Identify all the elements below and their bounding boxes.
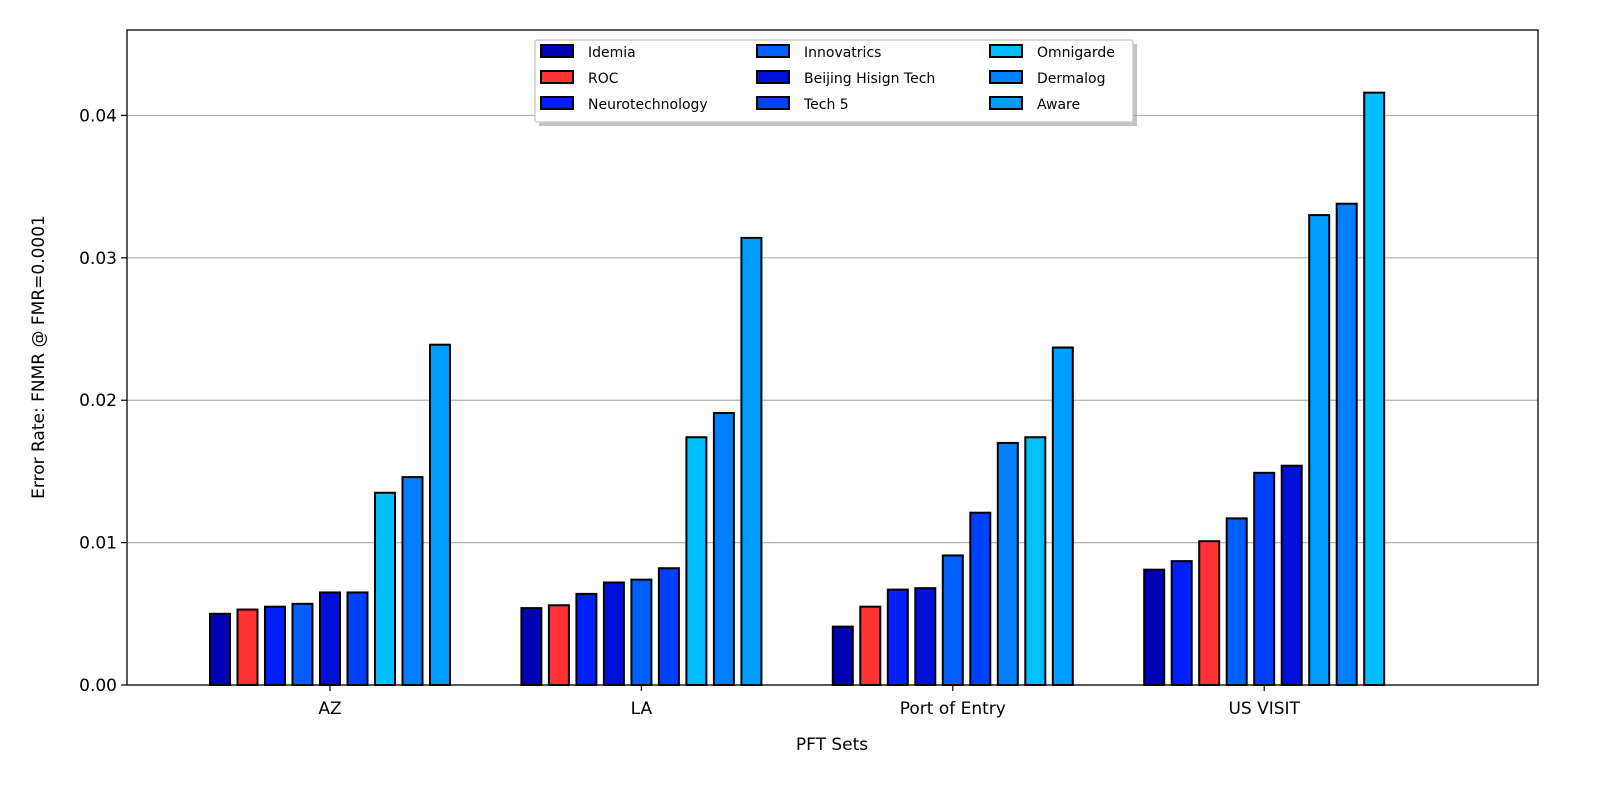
bar-port-of-entry-dermalog xyxy=(996,441,1019,686)
bar-la-tech-5 xyxy=(657,567,680,687)
bar-port-of-entry-idemia xyxy=(831,625,854,687)
legend-label: Idemia xyxy=(588,45,636,61)
bar-us-visit-innovatrics xyxy=(1225,517,1248,686)
legend-label: Innovatrics xyxy=(804,45,881,61)
bar-az-idemia xyxy=(209,612,231,686)
bar-az-innovatrics xyxy=(291,602,314,687)
bar-az-omnigarde xyxy=(374,491,396,686)
y-tick-label: 0.00 xyxy=(79,676,117,696)
y-tick-label: 0.02 xyxy=(79,391,117,411)
bar-us-visit-beijing-hisign-tech xyxy=(1280,464,1303,686)
bar-port-of-entry-tech-5 xyxy=(969,511,992,687)
legend-swatch xyxy=(989,44,1023,58)
bar-us-visit-omnigarde xyxy=(1363,91,1386,687)
bar-az-tech-5 xyxy=(346,591,369,687)
legend-label: Tech 5 xyxy=(803,97,849,113)
legend-swatch xyxy=(756,44,790,58)
y-tick-label: 0.04 xyxy=(79,106,117,126)
legend-swatch xyxy=(540,44,574,58)
bar-la-omnigarde xyxy=(685,436,708,686)
legend-label: ROC xyxy=(588,71,619,87)
legend-swatch xyxy=(989,70,1023,84)
legend-label: Beijing Hisign Tech xyxy=(804,71,935,87)
bar-la-innovatrics xyxy=(630,578,653,686)
y-tick-label: 0.03 xyxy=(79,249,117,269)
bar-az-aware xyxy=(429,343,451,686)
legend-swatch xyxy=(989,96,1023,110)
x-tick-label: AZ xyxy=(318,699,341,719)
legend-label: Neurotechnology xyxy=(588,97,708,113)
legend-box xyxy=(534,39,1134,123)
bars xyxy=(209,91,1386,687)
y-tick-label: 0.01 xyxy=(79,534,117,554)
bar-la-idemia xyxy=(520,607,543,687)
bar-la-dermalog xyxy=(712,412,735,686)
x-axis: AZ LA Port of Entry US VISIT xyxy=(318,685,1301,719)
legend-swatch xyxy=(540,96,574,110)
bar-az-dermalog xyxy=(401,476,424,687)
y-axis: 0.00 0.01 0.02 0.03 0.04 xyxy=(79,106,127,696)
bar-az-roc xyxy=(236,608,259,686)
bar-port-of-entry-neurotechnology xyxy=(886,588,909,687)
x-tick-label: Port of Entry xyxy=(900,699,1006,719)
legend-swatch xyxy=(540,70,574,84)
bar-us-visit-neurotechnology xyxy=(1170,560,1193,686)
x-axis-label: PFT Sets xyxy=(796,735,868,755)
bar-port-of-entry-innovatrics xyxy=(941,554,964,686)
plot-frame xyxy=(126,29,1539,686)
bar-us-visit-dermalog xyxy=(1335,202,1358,687)
bar-az-neurotechnology xyxy=(264,605,286,686)
bar-us-visit-roc xyxy=(1198,540,1221,686)
bar-us-visit-aware xyxy=(1308,214,1331,686)
x-tick-label: US VISIT xyxy=(1228,699,1300,719)
bar-port-of-entry-roc xyxy=(859,605,882,686)
x-tick-label: LA xyxy=(631,699,653,719)
legend-label: Omnigarde xyxy=(1037,45,1115,61)
bar-port-of-entry-omnigarde xyxy=(1024,436,1047,686)
bar-us-visit-idemia xyxy=(1143,568,1166,686)
bar-la-roc xyxy=(547,604,570,686)
legend-label: Dermalog xyxy=(1037,71,1105,87)
bar-us-visit-tech-5 xyxy=(1253,471,1276,686)
legend-swatch xyxy=(756,70,790,84)
bar-la-beijing-hisign-tech xyxy=(602,581,625,687)
y-axis-label: Error Rate: FNMR @ FMR=0.0001 xyxy=(29,215,49,499)
bar-az-beijing-hisign-tech xyxy=(319,591,341,687)
legend: Idemia ROC Neurotechnology Innovatrics Beiji… xyxy=(534,39,1137,126)
bar-port-of-entry-aware xyxy=(1051,346,1074,686)
bar-la-neurotechnology xyxy=(575,592,598,686)
bar-la-aware xyxy=(740,236,763,687)
legend-label: Aware xyxy=(1037,97,1080,113)
bar-port-of-entry-beijing-hisign-tech xyxy=(914,587,937,686)
legend-swatch xyxy=(756,96,790,110)
